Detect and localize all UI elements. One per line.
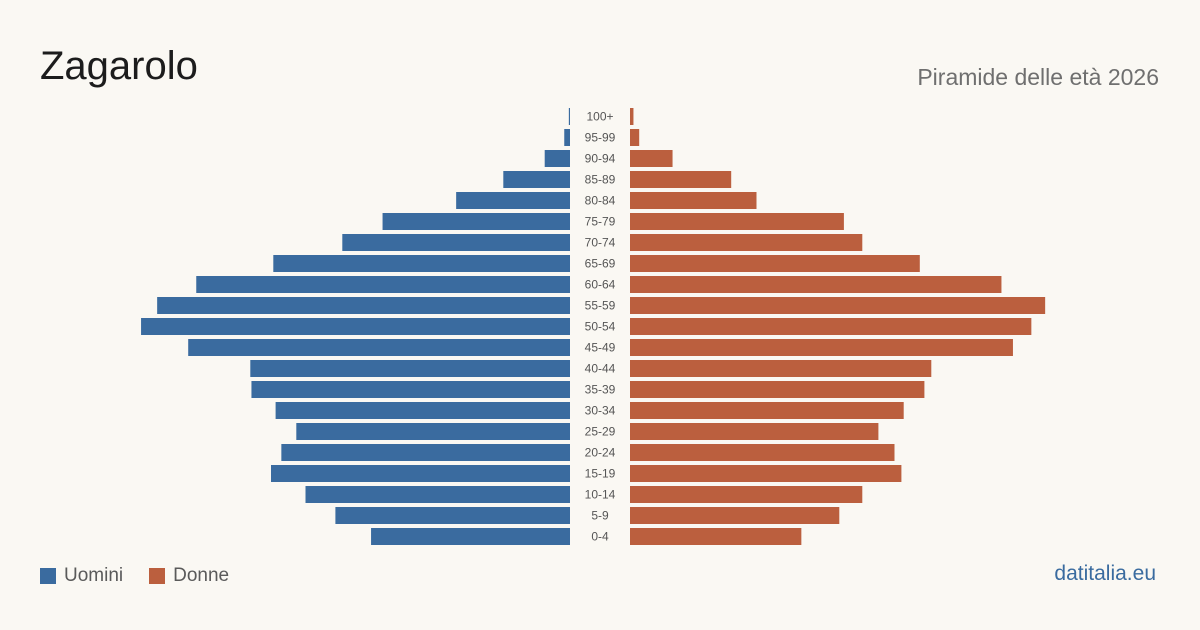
legend-item-male: Uomini — [40, 565, 123, 587]
bar-female-10-14 — [630, 486, 863, 503]
bar-male-40-44 — [250, 360, 571, 377]
bar-female-40-44 — [630, 360, 932, 377]
bar-female-55-59 — [630, 297, 1046, 314]
bar-female-100+ — [630, 108, 634, 125]
bar-female-45-49 — [630, 339, 1013, 356]
chart-legend: Uomini Donne — [40, 564, 255, 588]
bar-male-80-84 — [456, 192, 570, 209]
age-label-5-9: 5-9 — [591, 509, 609, 523]
age-label-75-79: 75-79 — [585, 215, 616, 229]
bar-female-5-9 — [630, 507, 840, 524]
bar-female-60-64 — [630, 276, 1002, 293]
age-label-40-44: 40-44 — [585, 362, 616, 376]
bar-male-50-54 — [141, 318, 571, 335]
bar-female-95-99 — [630, 129, 640, 146]
bar-female-0-4 — [630, 528, 802, 545]
age-label-80-84: 80-84 — [585, 194, 616, 208]
bar-male-5-9 — [335, 507, 570, 524]
age-label-20-24: 20-24 — [585, 446, 616, 460]
bar-female-85-89 — [630, 171, 732, 188]
bar-male-35-39 — [251, 381, 570, 398]
age-label-100+: 100+ — [586, 110, 613, 124]
age-label-25-29: 25-29 — [585, 425, 616, 439]
bar-male-0-4 — [371, 528, 570, 545]
legend-item-female: Donne — [149, 565, 229, 587]
bar-female-75-79 — [630, 213, 844, 230]
age-label-45-49: 45-49 — [585, 341, 616, 355]
bar-male-55-59 — [157, 297, 570, 314]
bar-male-65-69 — [273, 255, 570, 272]
legend-swatch-female — [149, 568, 166, 584]
bar-female-30-34 — [630, 402, 904, 419]
age-label-50-54: 50-54 — [585, 320, 616, 334]
bar-female-90-94 — [630, 150, 673, 167]
bar-male-25-29 — [296, 423, 570, 440]
bar-male-90-94 — [544, 150, 570, 167]
bar-female-80-84 — [630, 192, 757, 209]
age-label-95-99: 95-99 — [585, 131, 616, 145]
bar-male-70-74 — [342, 234, 570, 251]
bar-male-10-14 — [305, 486, 570, 503]
age-label-65-69: 65-69 — [585, 257, 616, 271]
page-title: Zagarolo — [40, 44, 198, 88]
bar-female-70-74 — [630, 234, 863, 251]
bar-female-65-69 — [630, 255, 920, 272]
age-label-90-94: 90-94 — [585, 152, 616, 166]
bar-female-50-54 — [630, 318, 1032, 335]
bar-male-75-79 — [382, 213, 570, 230]
bar-female-35-39 — [630, 381, 925, 398]
bar-female-25-29 — [630, 423, 879, 440]
bar-male-20-24 — [281, 444, 570, 461]
legend-label-male: Uomini — [64, 565, 124, 586]
age-label-35-39: 35-39 — [585, 383, 616, 397]
bar-male-15-19 — [271, 465, 570, 482]
age-label-10-14: 10-14 — [585, 488, 616, 502]
bar-female-15-19 — [630, 465, 902, 482]
bar-female-20-24 — [630, 444, 895, 461]
age-label-15-19: 15-19 — [585, 467, 616, 481]
legend-swatch-male — [40, 568, 56, 584]
chart-subtitle: Piramide delle età 2026 — [917, 64, 1159, 90]
age-label-30-34: 30-34 — [585, 404, 616, 418]
bar-male-95-99 — [564, 129, 570, 146]
bar-male-100+ — [568, 108, 570, 125]
legend-label-female: Donne — [173, 565, 230, 586]
brand-link[interactable]: datitalia.eu — [1054, 562, 1156, 585]
age-label-60-64: 60-64 — [585, 278, 616, 292]
age-label-55-59: 55-59 — [585, 299, 616, 313]
bar-male-30-34 — [275, 402, 570, 419]
bar-male-60-64 — [196, 276, 570, 293]
bar-male-85-89 — [503, 171, 570, 188]
bar-male-45-49 — [188, 339, 570, 356]
age-label-0-4: 0-4 — [591, 530, 609, 544]
age-label-70-74: 70-74 — [585, 236, 616, 250]
age-label-85-89: 85-89 — [585, 173, 616, 187]
